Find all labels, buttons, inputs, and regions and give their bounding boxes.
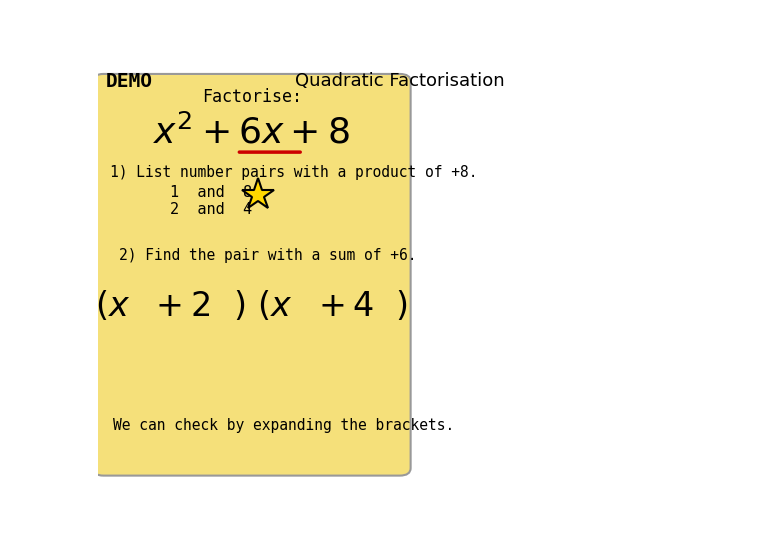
- Text: 1  and  8: 1 and 8: [170, 185, 252, 200]
- Text: 1) List number pairs with a product of +8.: 1) List number pairs with a product of +…: [109, 165, 477, 180]
- Text: 2) Find the pair with a sum of +6.: 2) Find the pair with a sum of +6.: [119, 248, 417, 263]
- Text: DEMO: DEMO: [105, 72, 152, 91]
- Text: $x^2 + 6x + 8$: $x^2 + 6x + 8$: [154, 114, 350, 151]
- Text: Factorise:: Factorise:: [202, 87, 302, 106]
- Text: 2  and  4: 2 and 4: [170, 202, 252, 217]
- FancyBboxPatch shape: [93, 74, 410, 476]
- Text: Quadratic Factorisation: Quadratic Factorisation: [295, 72, 505, 90]
- Text: We can check by expanding the brackets.: We can check by expanding the brackets.: [112, 418, 454, 433]
- Text: $( x\ \ +2\ \ )\ ( x\ \ +4\ \ )$: $( x\ \ +2\ \ )\ ( x\ \ +4\ \ )$: [95, 289, 408, 323]
